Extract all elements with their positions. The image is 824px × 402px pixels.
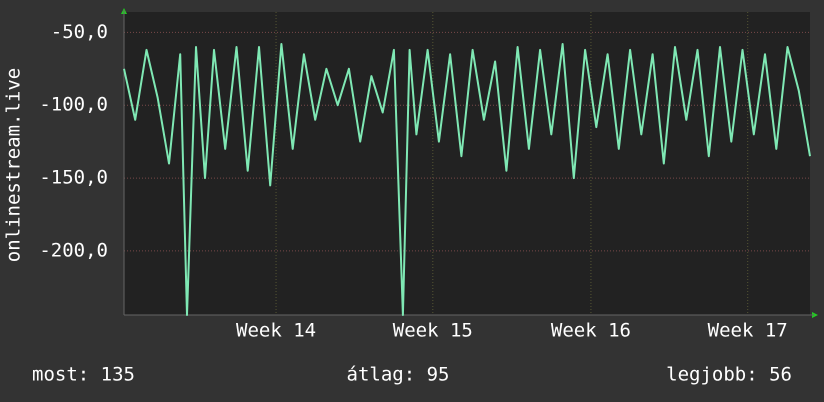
x-tick-label: Week 15 bbox=[393, 320, 473, 342]
y-tick-label: -100,0 bbox=[39, 94, 108, 116]
data-line bbox=[123, 43, 811, 316]
y-tick-label: -200,0 bbox=[39, 239, 108, 261]
x-tick-label: Week 14 bbox=[236, 320, 316, 342]
footer-stat: átlag: 95 bbox=[347, 364, 450, 386]
x-tick-label: Week 16 bbox=[551, 320, 631, 342]
plot-area bbox=[124, 12, 810, 315]
x-tick-label: Week 17 bbox=[708, 320, 788, 342]
footer-stat: legjobb: 56 bbox=[666, 364, 792, 386]
axis-arrow bbox=[812, 312, 818, 318]
y-tick-label: -150,0 bbox=[39, 167, 108, 189]
y-tick-label: -50,0 bbox=[51, 21, 108, 43]
y-axis-label: onlinestream.live bbox=[3, 68, 25, 262]
footer-stat: most: 135 bbox=[32, 364, 135, 386]
